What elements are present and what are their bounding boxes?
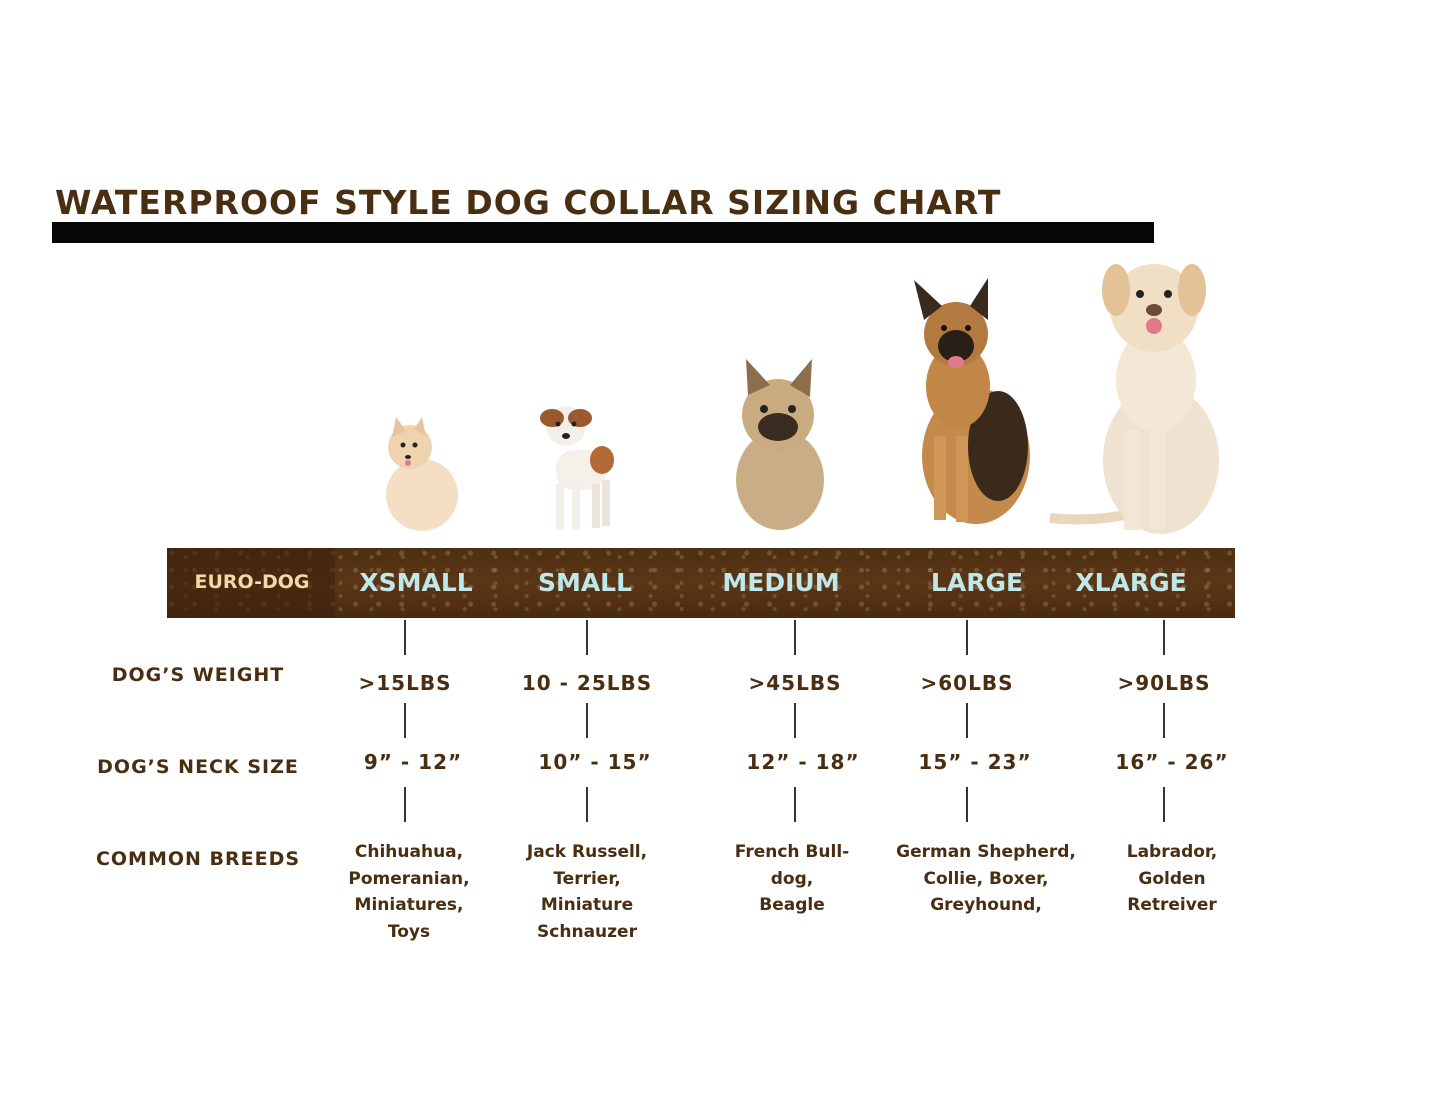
weight-medium: >45LBS <box>748 671 842 695</box>
neck-small: 10” - 15” <box>538 750 652 774</box>
weight-xlarge: >90LBS <box>1117 671 1211 695</box>
connector-tick <box>794 620 796 655</box>
size-label-medium: MEDIUM <box>722 568 840 597</box>
labrador-image <box>1049 264 1219 534</box>
breed-line: Terrier, <box>553 868 621 889</box>
breed-line: dog, <box>770 868 814 889</box>
breed-line: Golden <box>1138 868 1206 889</box>
connector-tick <box>966 703 968 738</box>
weight-large: >60LBS <box>920 671 1014 695</box>
connector-tick <box>404 703 406 738</box>
size-label-xsmall: XSMALL <box>359 568 473 597</box>
breed-line: Miniatures, <box>354 895 464 915</box>
german-shepherd-image <box>914 278 1030 524</box>
breeds-medium: French Bull-dog, Beagle <box>735 839 849 919</box>
breed-line: Schnauzer <box>537 921 637 942</box>
neck-xsmall: 9” - 12” <box>363 750 463 774</box>
weight-small: 10 - 25LBS <box>521 671 653 695</box>
size-band: EURO-DOG XSMALL SMALL MEDIUM LARGE XLARG… <box>167 548 1235 618</box>
connector-tick <box>794 703 796 738</box>
brand-label: EURO-DOG <box>194 571 310 593</box>
connector-tick <box>586 787 588 822</box>
connector-tick <box>794 787 796 822</box>
breed-line: Toys <box>387 921 431 942</box>
connector-tick <box>966 787 968 822</box>
jack-russell-image <box>540 406 614 530</box>
breed-line: Labrador, <box>1126 842 1218 862</box>
weight-xsmall: >15LBS <box>358 671 452 695</box>
breed-line: Chihuahua, <box>354 842 464 862</box>
row-label-breeds: COMMON BREEDS <box>95 848 301 870</box>
breeds-small: Jack Russell, Terrier, Miniature Schnauzer <box>527 839 647 945</box>
row-label-weight: DOG’S WEIGHT <box>111 664 285 686</box>
neck-medium: 12” - 18” <box>746 750 860 774</box>
pomeranian-image <box>386 417 458 531</box>
connector-tick <box>586 620 588 655</box>
size-label-xlarge: XLARGE <box>1075 568 1187 597</box>
breed-line: French Bull- <box>734 842 850 862</box>
neck-xlarge: 16” - 26” <box>1115 750 1229 774</box>
size-label-large: LARGE <box>930 568 1024 597</box>
breeds-xsmall: Chihuahua, Pomeranian, Miniatures, Toys <box>348 839 469 945</box>
connector-tick <box>404 787 406 822</box>
breed-line: Greyhound, <box>930 895 1042 915</box>
connector-tick <box>404 620 406 655</box>
brand-section <box>167 548 335 618</box>
breed-line: Miniature <box>540 895 634 915</box>
breeds-large: German Shepherd, Collie, Boxer, Greyhound, <box>896 839 1076 919</box>
connector-tick <box>1163 787 1165 822</box>
breed-line: Collie, Boxer, <box>923 868 1049 889</box>
connector-tick <box>1163 703 1165 738</box>
connector-tick <box>586 703 588 738</box>
connector-tick <box>1163 620 1165 655</box>
breed-line: German Shepherd, <box>896 842 1076 862</box>
connector-tick <box>966 620 968 655</box>
neck-large: 15” - 23” <box>918 750 1032 774</box>
breed-line: Beagle <box>759 895 825 915</box>
row-label-neck: DOG’S NECK SIZE <box>97 756 299 778</box>
breed-line: Pomeranian, <box>348 868 470 889</box>
chart-title: WATERPROOF STYLE DOG COLLAR SIZING CHART <box>55 183 1002 222</box>
title-underline-bar <box>52 222 1154 243</box>
breed-line: Jack Russell, <box>526 842 648 862</box>
french-bulldog-image <box>736 359 824 530</box>
breeds-xlarge: Labrador, Golden Retreiver <box>1127 839 1218 919</box>
breed-line: Retreiver <box>1127 895 1217 915</box>
size-label-small: SMALL <box>537 568 633 597</box>
